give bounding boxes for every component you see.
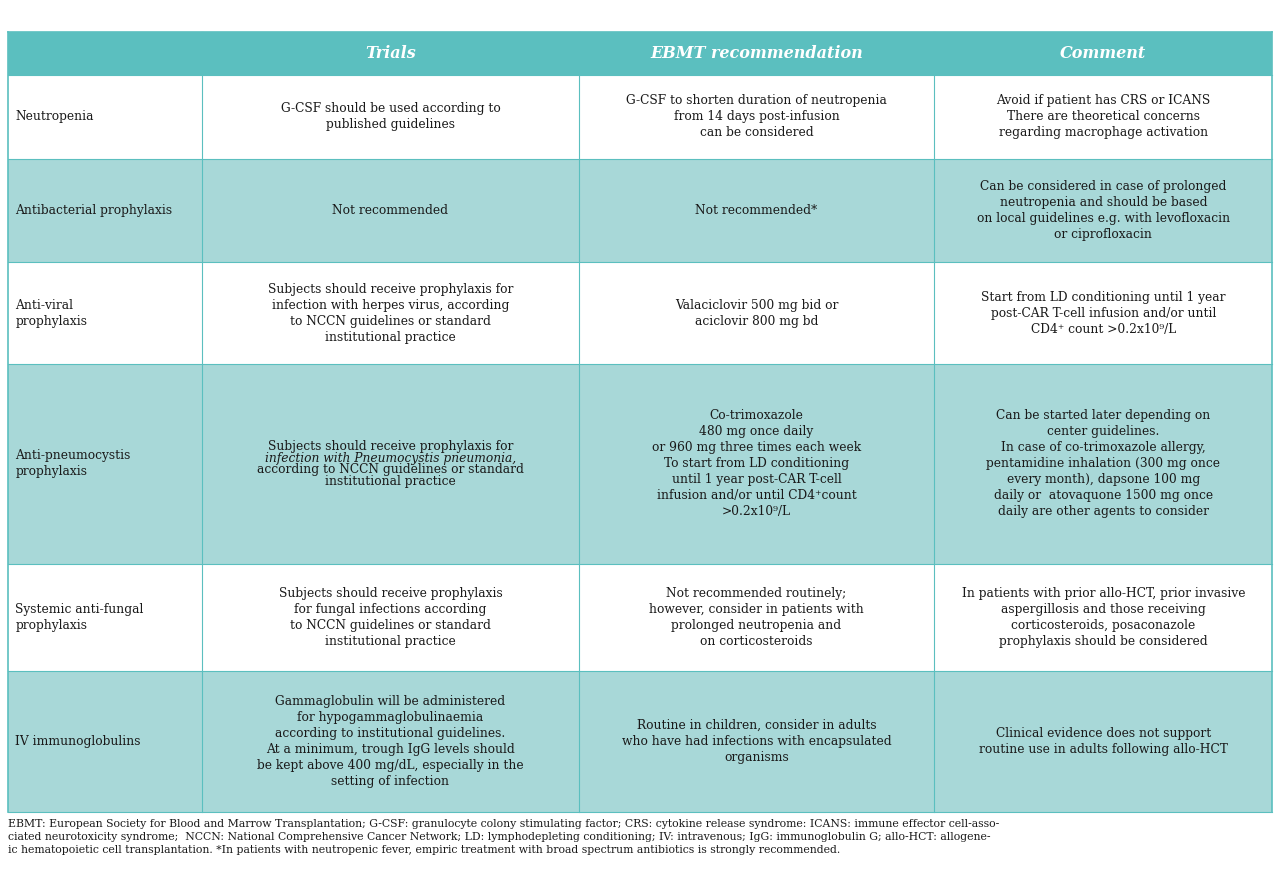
Text: Antibacterial prophylaxis: Antibacterial prophylaxis bbox=[15, 204, 173, 217]
Text: Valaciclovir 500 mg bid or
aciclovir 800 mg bd: Valaciclovir 500 mg bid or aciclovir 800… bbox=[675, 299, 838, 327]
Text: Avoid if patient has CRS or ICANS
There are theoretical concerns
regarding macro: Avoid if patient has CRS or ICANS There … bbox=[996, 95, 1211, 139]
Text: Trials: Trials bbox=[365, 45, 416, 62]
Text: Can be considered in case of prolonged
neutropenia and should be based
on local : Can be considered in case of prolonged n… bbox=[977, 180, 1230, 241]
Text: EBMT: European Society for Blood and Marrow Transplantation; G-CSF: granulocyte : EBMT: European Society for Blood and Mar… bbox=[8, 819, 998, 855]
Text: Neutropenia: Neutropenia bbox=[15, 111, 93, 123]
Bar bbox=[8, 32, 1272, 75]
Text: Comment: Comment bbox=[1060, 45, 1147, 62]
Bar bbox=[8, 564, 1272, 671]
Text: Co-trimoxazole
480 mg once daily
or 960 mg three times each week
To start from L: Co-trimoxazole 480 mg once daily or 960 … bbox=[652, 409, 861, 518]
Text: Start from LD conditioning until 1 year
post-CAR T-cell infusion and/or until
CD: Start from LD conditioning until 1 year … bbox=[980, 291, 1226, 335]
Bar bbox=[8, 159, 1272, 262]
Text: G-CSF should be used according to
published guidelines: G-CSF should be used according to publis… bbox=[280, 103, 500, 131]
Text: Not recommended routinely;
however, consider in patients with
prolonged neutrope: Not recommended routinely; however, cons… bbox=[649, 587, 864, 648]
Text: Subjects should receive prophylaxis for: Subjects should receive prophylaxis for bbox=[268, 440, 513, 453]
Text: Clinical evidence does not support
routine use in adults following allo-HCT: Clinical evidence does not support routi… bbox=[979, 727, 1228, 756]
Text: according to NCCN guidelines or standard: according to NCCN guidelines or standard bbox=[257, 463, 524, 476]
Text: G-CSF to shorten duration of neutropenia
from 14 days post-infusion
can be consi: G-CSF to shorten duration of neutropenia… bbox=[626, 95, 887, 139]
Bar bbox=[8, 364, 1272, 564]
Text: In patients with prior allo-HCT, prior invasive
aspergillosis and those receivin: In patients with prior allo-HCT, prior i… bbox=[961, 587, 1245, 648]
Text: Gammaglobulin will be administered
for hypogammaglobulinaemia
according to insti: Gammaglobulin will be administered for h… bbox=[257, 695, 524, 788]
Text: Anti-viral
prophylaxis: Anti-viral prophylaxis bbox=[15, 299, 87, 327]
Text: Can be started later depending on
center guidelines.
In case of co-trimoxazole a: Can be started later depending on center… bbox=[987, 409, 1220, 518]
Bar bbox=[8, 75, 1272, 159]
Bar bbox=[8, 262, 1272, 364]
Text: infection with Pneumocystis pneumonia,: infection with Pneumocystis pneumonia, bbox=[265, 451, 516, 465]
Text: EBMT recommendation: EBMT recommendation bbox=[650, 45, 863, 62]
Text: Not recommended: Not recommended bbox=[333, 204, 448, 217]
Bar bbox=[8, 671, 1272, 812]
Text: Subjects should receive prophylaxis for
infection with herpes virus, according
t: Subjects should receive prophylaxis for … bbox=[268, 283, 513, 343]
Text: Anti-pneumocystis
prophylaxis: Anti-pneumocystis prophylaxis bbox=[15, 450, 131, 478]
Text: Systemic anti-fungal
prophylaxis: Systemic anti-fungal prophylaxis bbox=[15, 603, 143, 632]
Text: Not recommended*: Not recommended* bbox=[695, 204, 818, 217]
Text: Routine in children, consider in adults
who have had infections with encapsulate: Routine in children, consider in adults … bbox=[622, 719, 891, 764]
Text: Subjects should receive prophylaxis
for fungal infections according
to NCCN guid: Subjects should receive prophylaxis for … bbox=[279, 587, 502, 648]
Text: IV immunoglobulins: IV immunoglobulins bbox=[15, 735, 141, 747]
Text: institutional practice: institutional practice bbox=[325, 475, 456, 488]
